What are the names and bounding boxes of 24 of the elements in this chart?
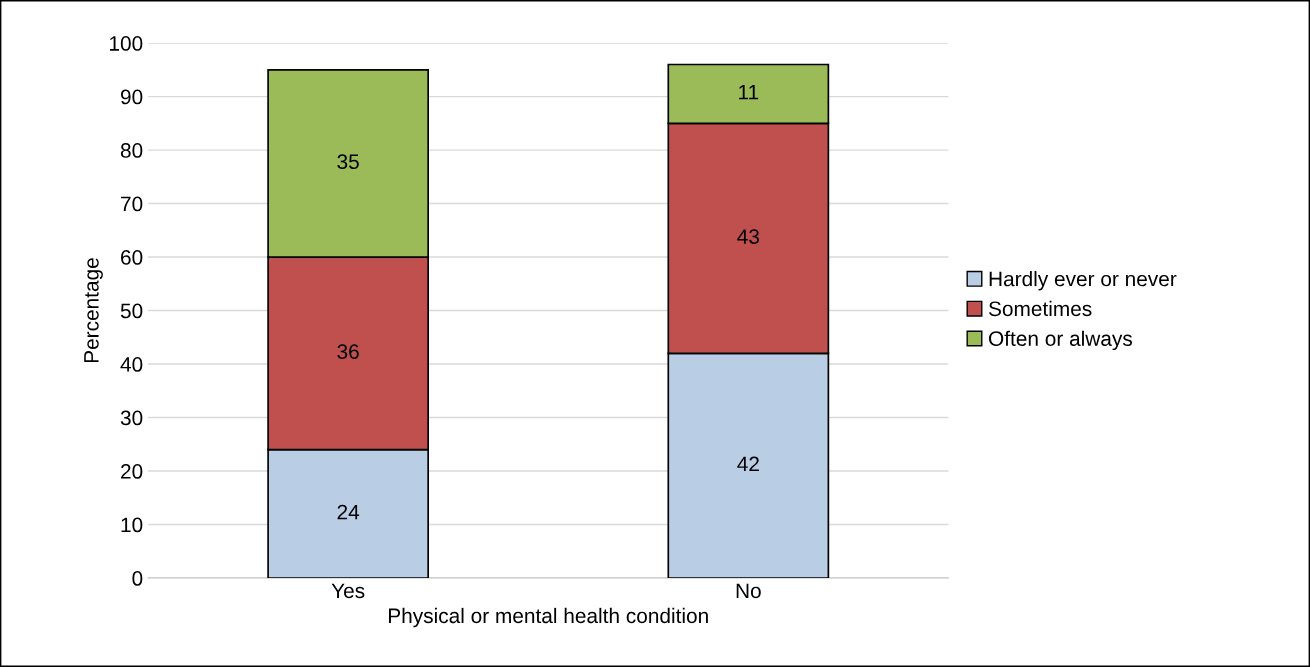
legend-label: Hardly ever or never xyxy=(989,271,1177,291)
y-tick-label: 10 xyxy=(121,517,143,533)
legend-label: Often or always xyxy=(989,330,1133,351)
data-label: 11 xyxy=(739,84,759,100)
y-axis-title: Percentage xyxy=(84,258,103,363)
y-tick-label: 90 xyxy=(120,89,143,105)
y-tick-label: 0 xyxy=(132,571,143,586)
y-tick-label: 100 xyxy=(110,36,143,51)
data-label: 35 xyxy=(337,154,359,170)
x-tick-label: Yes xyxy=(331,583,365,599)
data-label: 42 xyxy=(737,456,759,472)
legend-label: Sometimes xyxy=(988,300,1092,317)
data-label: 36 xyxy=(337,344,359,359)
y-tick-label: 80 xyxy=(120,143,143,158)
y-tick-label: 50 xyxy=(120,303,143,319)
x-axis-title: Physical or mental health condition xyxy=(388,607,708,628)
data-label: 43 xyxy=(737,229,760,244)
y-tick-label: 20 xyxy=(121,464,143,479)
y-tick-label: 70 xyxy=(121,196,143,212)
y-tick-label: 60 xyxy=(121,250,143,265)
data-label: 24 xyxy=(337,504,360,520)
y-tick-label: 40 xyxy=(120,357,143,372)
x-tick-label: No xyxy=(736,583,761,599)
y-tick-label: 30 xyxy=(120,410,143,426)
